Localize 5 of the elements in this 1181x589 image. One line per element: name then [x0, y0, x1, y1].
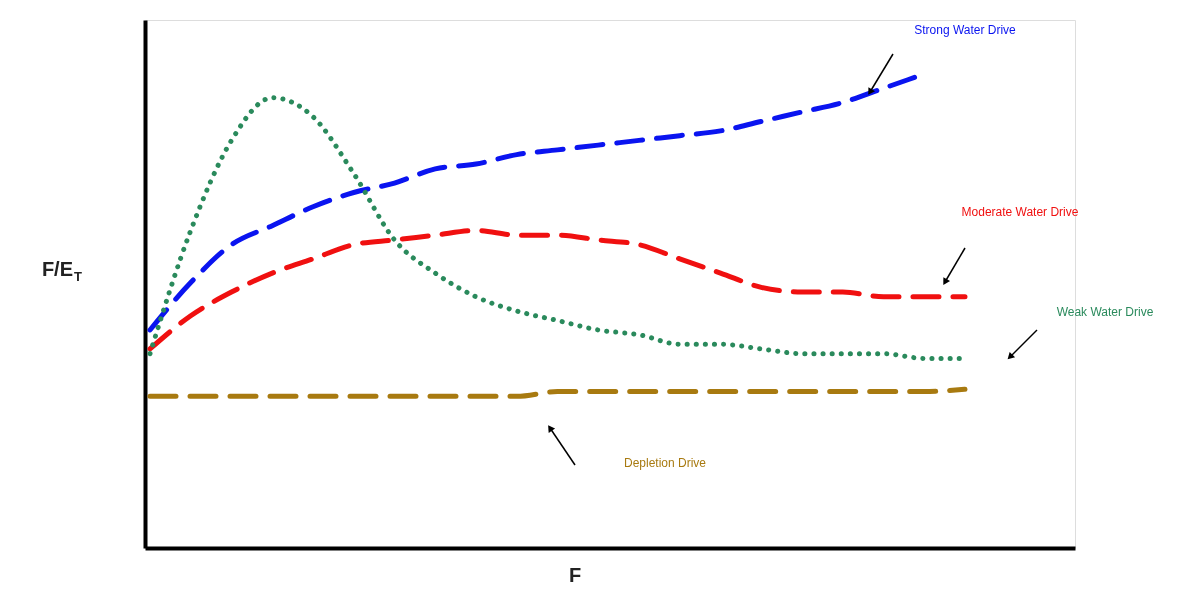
- text: Strong Water Drive: [914, 23, 1017, 37]
- x-axis-title: F: [568, 564, 582, 586]
- text: Moderate Water Drive: [961, 205, 1079, 219]
- text: Depletion Drive: [623, 456, 707, 470]
- text: Weak Water Drive: [1056, 305, 1154, 319]
